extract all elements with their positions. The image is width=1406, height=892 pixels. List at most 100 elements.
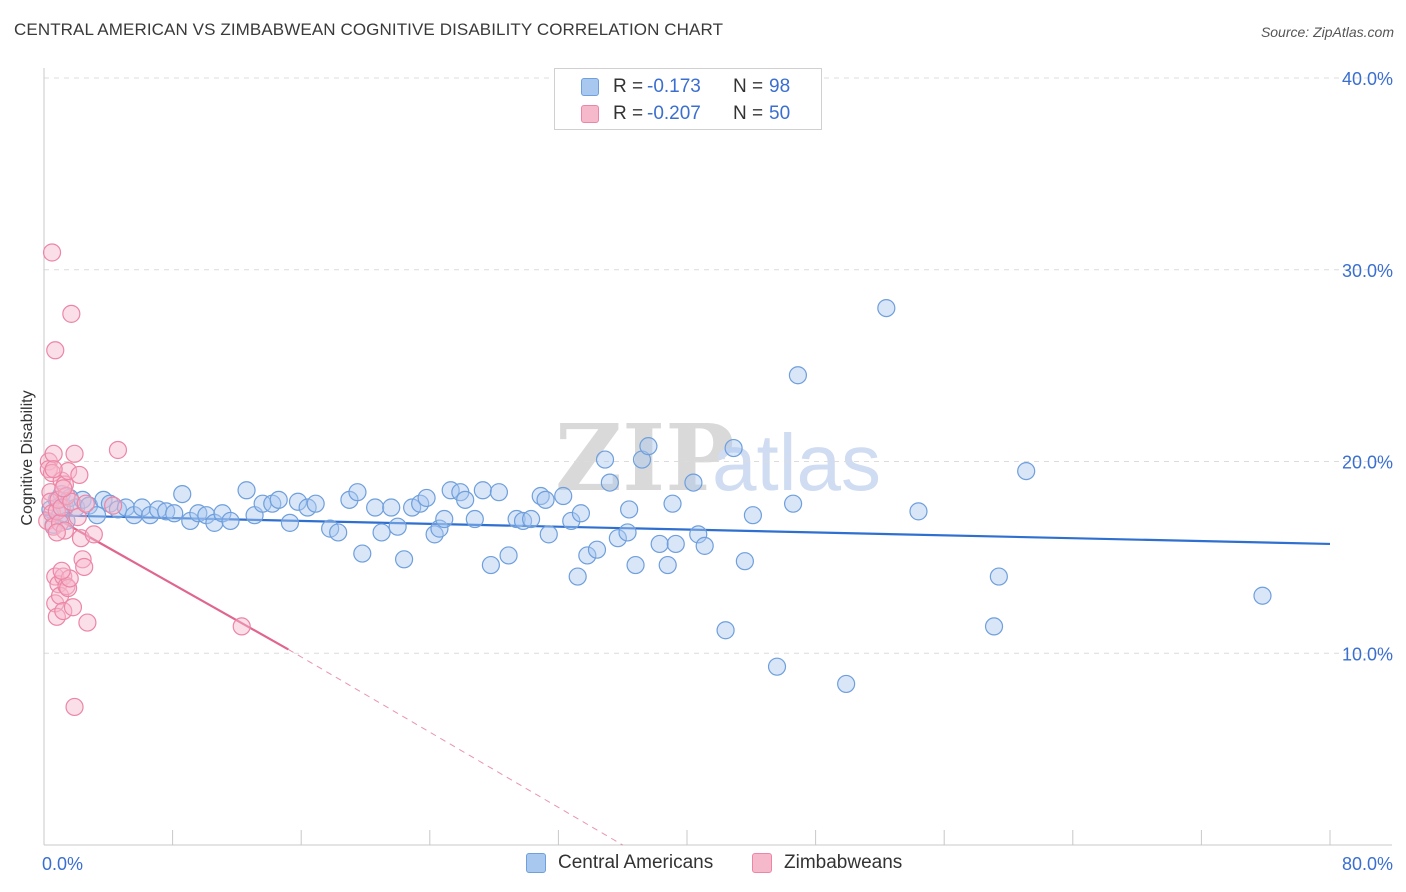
point-central-american — [588, 541, 605, 558]
point-central-american — [651, 535, 668, 552]
point-central-american — [238, 482, 255, 499]
point-zimbabwean — [55, 480, 72, 497]
point-zimbabwean — [79, 614, 96, 631]
legend-swatch-pink — [581, 105, 599, 123]
point-central-american — [373, 524, 390, 541]
legend-swatch-pink — [752, 853, 772, 873]
grid-lines — [44, 78, 1392, 653]
point-central-american — [572, 505, 589, 522]
point-central-american — [769, 658, 786, 675]
point-zimbabwean — [47, 342, 64, 359]
point-zimbabwean — [53, 562, 70, 579]
legend-item-label: Central Americans — [558, 852, 713, 874]
watermark-atlas: atlas — [712, 418, 881, 507]
point-central-american — [725, 440, 742, 457]
point-zimbabwean — [45, 445, 62, 462]
legend-row-zimbabweans[interactable]: R = -0.207 N = 50 — [555, 102, 821, 126]
x-tick-label: 80.0% — [1342, 854, 1393, 874]
point-central-american — [474, 482, 491, 499]
point-central-american — [367, 499, 384, 516]
y-tick-label: 30.0% — [1342, 261, 1393, 281]
point-central-american — [537, 491, 554, 508]
point-zimbabwean — [44, 244, 61, 261]
point-central-american — [685, 474, 702, 491]
legend-n-label: N = — [733, 103, 763, 125]
point-central-american — [222, 512, 239, 529]
legend-swatch-blue — [581, 78, 599, 96]
point-central-american — [457, 491, 474, 508]
legend-r-value: -0.207 — [647, 103, 701, 125]
y-tick-label: 10.0% — [1342, 644, 1393, 664]
point-central-american — [500, 547, 517, 564]
legend-r-label: R = — [613, 103, 643, 125]
point-central-american — [349, 484, 366, 501]
point-zimbabwean — [71, 466, 88, 483]
point-zimbabwean — [64, 599, 81, 616]
point-central-american — [785, 495, 802, 512]
legend-n-value: 98 — [769, 76, 790, 98]
legend-stats: R = -0.173 N = 98 R = -0.207 N = 50 — [554, 68, 822, 130]
point-central-american — [597, 451, 614, 468]
point-central-american — [1018, 463, 1035, 480]
point-central-american — [627, 557, 644, 574]
point-central-american — [621, 501, 638, 518]
point-central-american — [330, 524, 347, 541]
point-zimbabwean — [76, 558, 93, 575]
y-tick-label: 40.0% — [1342, 69, 1393, 89]
point-zimbabwean — [66, 698, 83, 715]
point-zimbabwean — [85, 526, 102, 543]
legend-n-label: N = — [733, 76, 763, 98]
y-tick-label: 20.0% — [1342, 453, 1393, 473]
point-central-american — [910, 503, 927, 520]
legend-item-zimbabweans[interactable]: Zimbabweans — [752, 852, 902, 874]
point-central-american — [174, 486, 191, 503]
point-zimbabwean — [109, 441, 126, 458]
point-central-american — [540, 526, 557, 543]
legend-r-label: R = — [613, 76, 643, 98]
legend-n-value: 50 — [769, 103, 790, 125]
point-central-american — [389, 518, 406, 535]
point-zimbabwean — [105, 497, 122, 514]
point-central-american — [1254, 587, 1271, 604]
point-zimbabwean — [233, 618, 250, 635]
point-zimbabwean — [66, 445, 83, 462]
point-central-american — [436, 511, 453, 528]
scatter-chart: ZIPatlas 10.0%20.0%30.0%40.0%0.0% 80.0% — [0, 0, 1406, 892]
point-central-american — [717, 622, 734, 639]
legend-item-label: Zimbabweans — [784, 852, 902, 874]
point-central-american — [744, 507, 761, 524]
point-central-american — [838, 675, 855, 692]
point-central-american — [523, 511, 540, 528]
point-central-american — [601, 474, 618, 491]
legend-item-central-americans[interactable]: Central Americans — [526, 852, 713, 874]
trend-lines — [44, 511, 1330, 845]
point-central-american — [789, 367, 806, 384]
point-central-american — [307, 495, 324, 512]
point-central-american — [166, 505, 183, 522]
point-central-american — [990, 568, 1007, 585]
point-central-american — [640, 438, 657, 455]
point-central-american — [878, 300, 895, 317]
point-central-american — [383, 499, 400, 516]
point-zimbabwean — [77, 495, 94, 512]
point-central-american — [986, 618, 1003, 635]
point-central-american — [619, 524, 636, 541]
legend-row-central-americans[interactable]: R = -0.173 N = 98 — [555, 75, 821, 99]
point-central-american — [569, 568, 586, 585]
point-central-american — [664, 495, 681, 512]
point-central-american — [555, 488, 572, 505]
point-central-american — [490, 484, 507, 501]
point-central-american — [466, 511, 483, 528]
point-central-american — [736, 553, 753, 570]
trend-line-zimbabweans-extrapolated — [288, 649, 622, 845]
point-central-american — [418, 489, 435, 506]
point-central-american — [270, 491, 287, 508]
legend-r-value: -0.173 — [647, 76, 701, 98]
point-zimbabwean — [63, 305, 80, 322]
point-central-american — [281, 514, 298, 531]
point-central-american — [482, 557, 499, 574]
point-central-american — [396, 551, 413, 568]
legend-swatch-blue — [526, 853, 546, 873]
point-central-american — [659, 557, 676, 574]
point-zimbabwean — [48, 524, 65, 541]
